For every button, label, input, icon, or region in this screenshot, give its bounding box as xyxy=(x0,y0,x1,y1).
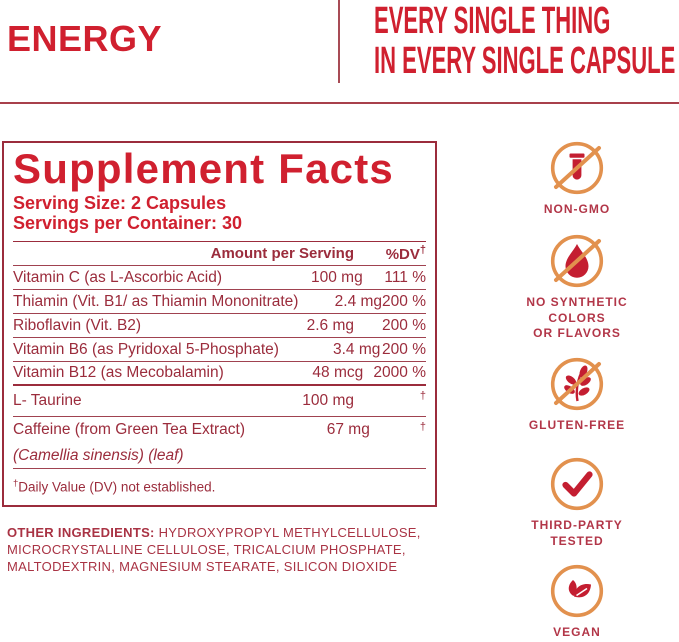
badge-label: NO SYNTHETIC COLORS OR FLAVORS xyxy=(526,295,628,340)
nutrient-amount: 48 mcg xyxy=(312,364,364,381)
dagger-symbol: † xyxy=(419,244,426,256)
brand-title: ENERGY xyxy=(7,18,163,59)
nutrient-dv: † xyxy=(419,421,426,433)
table-header-row: Amount per Serving %DV† xyxy=(13,242,426,266)
nutrient-dv: 111 % xyxy=(384,268,426,286)
dv-footnote: †Daily Value (DV) not established. xyxy=(13,478,216,495)
nutrient-dv: 200 % xyxy=(382,340,426,358)
supplement-facts-panel: Supplement Facts Serving Size: 2 Capsule… xyxy=(2,141,437,507)
nutrient-name: Riboflavin (Vit. B2) xyxy=(13,316,142,334)
horizontal-divider xyxy=(0,102,679,104)
nutrient-amount: 67 mg xyxy=(326,421,370,438)
nutrient-dv: 200 % xyxy=(382,316,426,334)
certification-badge: THIRD-PARTY TESTED xyxy=(512,456,642,549)
certification-badge: NON-GMO xyxy=(512,140,642,218)
column-dv-header: %DV† xyxy=(385,244,426,263)
badge-label: GLUTEN-FREE xyxy=(528,418,626,432)
panel-rule xyxy=(13,241,426,242)
nutrient-name: L- Taurine xyxy=(13,392,82,409)
other-ingredients-text: HYDROXYPROPYL METHYLCELLULOSE, MICROCRYS… xyxy=(7,525,421,574)
nutrient-dv: 2000 % xyxy=(373,364,426,381)
certification-badge: NO SYNTHETIC COLORS OR FLAVORS xyxy=(512,233,642,342)
checkmark-icon xyxy=(549,456,605,512)
crossed-wheat-icon xyxy=(549,356,605,412)
nutrient-row: Vitamin B6 (as Pyridoxal 5-Phosphate) 3.4… xyxy=(13,338,426,362)
tagline-line-1: EVERY SINGLE THING xyxy=(374,0,611,42)
nutrient-amount: 2.6 mg xyxy=(306,316,354,334)
header-tagline: EVERY SINGLE THING IN EVERY SINGLE CAPSU… xyxy=(374,1,675,81)
nutrient-name: Vitamin C (as L-Ascorbic Acid) xyxy=(13,268,223,286)
vertical-divider xyxy=(338,0,340,83)
nutrient-amount: 100 mg xyxy=(311,268,363,286)
nutrient-row: L- Taurine 100 mg † xyxy=(13,386,426,417)
certification-badge: VEGAN xyxy=(512,563,642,641)
nutrient-row: Vitamin C (as L-Ascorbic Acid) 100 mg 111 … xyxy=(13,266,426,290)
badge-label: VEGAN xyxy=(553,625,601,639)
other-ingredients: OTHER INGREDIENTS: HYDROXYPROPYL METHYLC… xyxy=(7,524,455,575)
nutrient-name: Vitamin B6 (as Pyridoxal 5-Phosphate) xyxy=(13,340,279,358)
column-amount-header: Amount per Serving xyxy=(210,245,354,262)
certification-badge: GLUTEN-FREE xyxy=(512,356,642,434)
dagger-symbol: † xyxy=(13,478,19,489)
nutrient-rows: Vitamin C (as L-Ascorbic Acid) 100 mg 111 … xyxy=(13,266,426,469)
nutrient-row: (Camellia sinensis) (leaf) xyxy=(13,443,426,469)
nutrient-row: Caffeine (from Green Tea Extract) 67 mg † xyxy=(13,417,426,443)
crossed-droplet-icon xyxy=(549,233,605,289)
nutrient-amount: 2.4 mg xyxy=(334,292,383,310)
nutrient-dv: 200 % xyxy=(382,292,426,310)
nutrient-amount: 3.4 mg xyxy=(332,340,381,358)
nutrient-name: Vitamin B12 (as Mecobalamin) xyxy=(13,364,224,381)
serving-size: Serving Size: 2 Capsules xyxy=(13,193,227,213)
leaves-icon xyxy=(549,563,605,619)
nutrient-amount: 100 mg xyxy=(302,392,354,409)
panel-title: Supplement Facts xyxy=(13,145,394,192)
servings-per-container: Servings per Container: 30 xyxy=(13,213,243,233)
other-ingredients-label: OTHER INGREDIENTS: xyxy=(7,525,155,540)
nutrient-name: Thiamin (Vit. B1/ as Thiamin Mononitrate… xyxy=(13,292,299,310)
tagline-line-2: IN EVERY SINGLE CAPSULE xyxy=(374,40,676,82)
nutrient-row: Riboflavin (Vit. B2) 2.6 mg 200 % xyxy=(13,314,426,338)
badge-label: THIRD-PARTY TESTED xyxy=(531,518,623,548)
badge-label: NON-GMO xyxy=(543,202,611,216)
crossed-test-tube-icon xyxy=(549,140,605,196)
nutrient-row: Vitamin B12 (as Mecobalamin) 48 mcg 2000 % xyxy=(13,362,426,386)
nutrient-name: (Camellia sinensis) (leaf) xyxy=(13,446,184,464)
nutrient-row: Thiamin (Vit. B1/ as Thiamin Mononitrate… xyxy=(13,290,426,314)
nutrient-name: Caffeine (from Green Tea Extract) xyxy=(13,421,246,438)
nutrient-dv: † xyxy=(419,390,426,402)
